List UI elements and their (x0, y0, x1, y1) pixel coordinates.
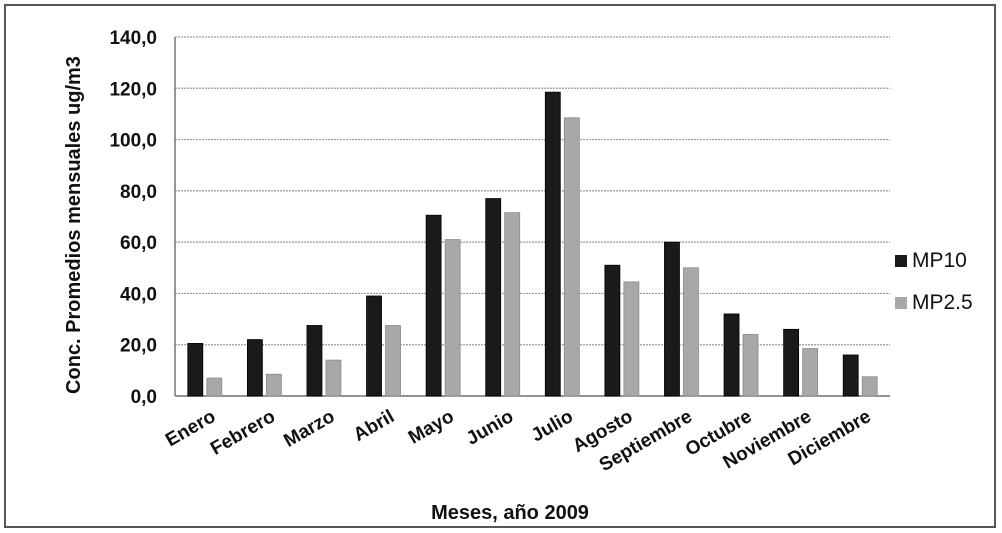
bar-mp25 (861, 376, 878, 397)
x-tick-label: Febrero (207, 406, 279, 460)
x-tick-label: Marzo (280, 406, 338, 452)
y-tick-label: 100,0 (109, 131, 157, 152)
bar-mp25 (325, 359, 342, 397)
y-tick-labels: 0,0 20,0 40,0 60,0 80,0 100,0 120,0 140,0 (109, 28, 157, 408)
bar-mp10 (664, 241, 680, 397)
y-tick-label: 80,0 (120, 182, 157, 203)
bar-mp25 (206, 377, 223, 397)
bar-mp25 (444, 239, 461, 397)
x-tick-label: Mayo (405, 406, 458, 448)
bar-mp10 (425, 214, 442, 397)
bar-mp25 (683, 267, 699, 397)
y-tick-label: 140,0 (109, 28, 157, 49)
bar-mp10 (187, 343, 204, 397)
bar-mp25 (623, 281, 640, 397)
bar-mp25 (802, 348, 819, 397)
y-tick-label: 120,0 (109, 79, 157, 100)
bar-mp10 (723, 313, 740, 397)
legend-label: MP2.5 (912, 291, 973, 314)
x-tick-label: Junio (463, 406, 517, 450)
y-tick-label: 0,0 (131, 387, 157, 408)
bar-mp10 (306, 325, 323, 397)
legend-swatch (895, 297, 907, 309)
gridlines (174, 36, 890, 397)
legend-swatch (895, 255, 907, 267)
bar-mp25 (265, 373, 282, 397)
y-tick-label: 40,0 (120, 284, 157, 305)
bar-mp10 (246, 339, 263, 397)
bar-mp25 (504, 212, 521, 397)
x-tick-label: Abril (350, 406, 398, 446)
bars (187, 91, 878, 397)
bar-mp25 (742, 334, 759, 397)
bar-mp25 (385, 325, 401, 397)
legend-label: MP10 (912, 249, 967, 272)
bar-mp25 (563, 117, 580, 397)
bar-mp10 (783, 328, 800, 397)
bar-mp10 (544, 91, 561, 397)
y-tick-label: 20,0 (120, 336, 157, 357)
bar-mp10 (366, 295, 382, 397)
y-axis-title: Conc. Promedios mensuales ug/m3 (63, 56, 85, 394)
bar-mp10 (485, 198, 502, 397)
y-tick-label: 60,0 (120, 233, 157, 254)
bar-mp10 (604, 264, 621, 397)
legend: MP10 MP2.5 (895, 249, 973, 314)
x-axis-title: Meses, año 2009 (431, 502, 589, 524)
bar-mp10 (842, 354, 859, 397)
